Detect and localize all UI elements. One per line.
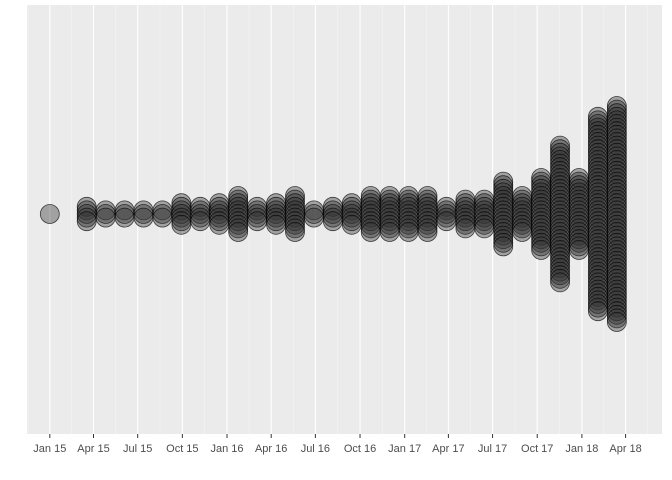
- data-point: [322, 211, 343, 232]
- data-point: [171, 214, 192, 235]
- x-tick-label: Oct 17: [521, 443, 553, 455]
- data-point: [531, 240, 552, 260]
- data-point: [455, 218, 476, 239]
- data-point: [285, 222, 305, 242]
- data-point: [569, 240, 589, 260]
- x-tick-label: Oct 15: [166, 443, 198, 455]
- data-point: [417, 222, 438, 242]
- x-tick-label: Jan 18: [565, 443, 598, 455]
- data-point: [341, 214, 362, 235]
- data-point: [209, 214, 230, 235]
- x-tick-label: Apr 16: [255, 443, 287, 455]
- x-tick-label: Oct 16: [344, 443, 376, 455]
- data-points: [39, 96, 627, 332]
- x-tick-label: Jul 17: [478, 443, 507, 455]
- data-point: [304, 207, 324, 228]
- data-point: [493, 236, 514, 257]
- data-point: [266, 214, 286, 235]
- data-point: [133, 207, 154, 228]
- x-tick-label: Jan 15: [33, 443, 66, 455]
- x-tick-label: Jul 16: [301, 443, 330, 455]
- x-tick-label: Jan 17: [388, 443, 421, 455]
- data-point: [436, 211, 457, 232]
- x-axis: Jan 15 Apr 15 Jul 15 Oct 15 Jan 16 Apr 16 Jul …: [33, 434, 642, 455]
- data-point: [39, 204, 60, 224]
- data-point: [379, 222, 400, 242]
- data-point: [228, 222, 249, 242]
- x-tick-label: Apr 18: [609, 443, 641, 455]
- data-point: [398, 222, 419, 242]
- data-point: [76, 211, 97, 232]
- data-point: [474, 218, 495, 239]
- data-point: [114, 207, 135, 228]
- x-tick-label: Apr 17: [432, 443, 464, 455]
- data-point: [512, 222, 533, 242]
- data-point: [152, 207, 173, 228]
- data-point: [247, 211, 268, 232]
- data-point: [606, 312, 627, 332]
- data-point: [550, 272, 570, 293]
- x-tick-label: Jul 15: [123, 443, 152, 455]
- data-point: [360, 222, 381, 242]
- data-point: [588, 301, 608, 322]
- x-tick-label: Apr 15: [77, 443, 109, 455]
- data-point: [95, 207, 116, 228]
- x-tick-label: Jan 16: [210, 443, 243, 455]
- data-point: [190, 211, 211, 232]
